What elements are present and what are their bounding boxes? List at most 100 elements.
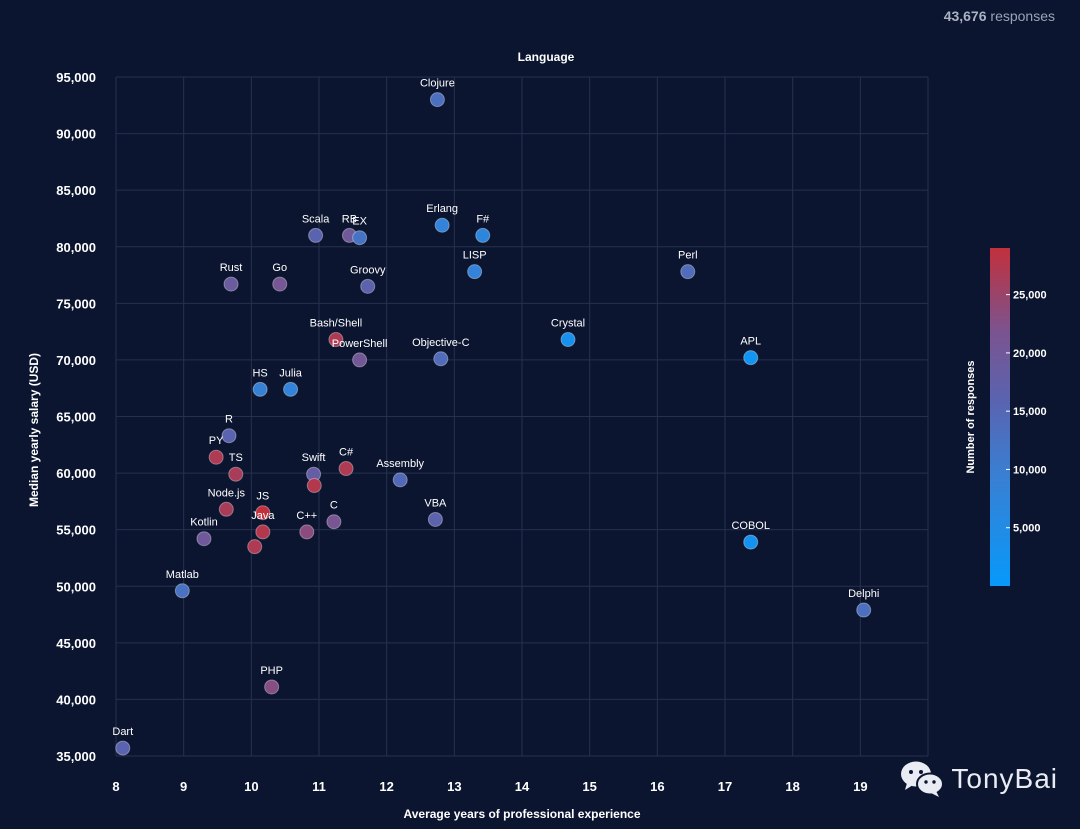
- data-point[interactable]: [115, 740, 131, 756]
- colorbar-tick-label: 15,000: [1013, 406, 1047, 418]
- data-point[interactable]: [328, 332, 344, 348]
- watermark-text: TonyBai: [951, 763, 1058, 794]
- point-label: LISP: [463, 250, 487, 262]
- colorbar-tick-label: 10,000: [1013, 464, 1047, 476]
- data-point[interactable]: [352, 352, 368, 368]
- data-point[interactable]: [475, 227, 491, 243]
- y-tick-label: 35,000: [56, 749, 96, 764]
- data-point[interactable]: [255, 505, 271, 521]
- data-point[interactable]: [360, 278, 376, 294]
- data-point[interactable]: [221, 428, 237, 444]
- x-tick-label: 11: [312, 779, 326, 794]
- data-point[interactable]: [392, 472, 408, 488]
- point-label: Julia: [279, 367, 303, 379]
- data-point[interactable]: [856, 602, 872, 618]
- data-point[interactable]: [247, 539, 263, 555]
- x-tick-label: 10: [244, 779, 258, 794]
- data-point[interactable]: [338, 461, 354, 477]
- y-tick-label: 40,000: [56, 692, 96, 707]
- point-label: Rust: [220, 262, 243, 274]
- y-axis-title: Median yearly salary (USD): [27, 353, 41, 507]
- x-tick-label: 12: [379, 779, 393, 794]
- colorbar-tick-label: 25,000: [1013, 290, 1047, 302]
- data-point[interactable]: [252, 381, 268, 397]
- x-tick-label: 8: [112, 779, 119, 794]
- point-label: COBOL: [731, 520, 770, 532]
- data-point[interactable]: [308, 227, 324, 243]
- data-point[interactable]: [174, 583, 190, 599]
- point-label: PY: [209, 435, 224, 447]
- point-label: EX: [352, 216, 367, 228]
- grid: [115, 76, 929, 757]
- point-label: JS: [256, 491, 269, 503]
- y-tick-label: 75,000: [56, 296, 96, 311]
- data-point[interactable]: [743, 350, 759, 366]
- point-label: Swift: [302, 452, 326, 464]
- data-point[interactable]: [467, 264, 483, 280]
- data-point[interactable]: [228, 466, 244, 482]
- data-point[interactable]: [306, 478, 322, 494]
- data-point[interactable]: [434, 217, 450, 233]
- point-label: Clojure: [420, 78, 455, 90]
- x-tick-label: 15: [582, 779, 596, 794]
- x-tick-label: 14: [515, 779, 530, 794]
- responses-number: 43,676: [943, 8, 987, 24]
- data-point[interactable]: [196, 531, 212, 547]
- data-point[interactable]: [427, 511, 443, 527]
- colorbar-title: Number of responses: [965, 360, 977, 473]
- point-label: Kotlin: [190, 517, 218, 529]
- data-point[interactable]: [326, 514, 342, 530]
- point-label: Crystal: [551, 318, 585, 330]
- point-label: Groovy: [350, 264, 386, 276]
- point-label: Dart: [112, 726, 133, 738]
- watermark: TonyBai: [899, 759, 1058, 799]
- data-point[interactable]: [208, 449, 224, 465]
- data-point[interactable]: [299, 524, 315, 540]
- colorbar-ticks: 5,000 10,000 15,000 20,000 25,000: [1006, 290, 1047, 535]
- colorbar-tick-label: 20,000: [1013, 348, 1047, 360]
- data-point[interactable]: [680, 264, 696, 280]
- data-point[interactable]: [560, 332, 576, 348]
- y-tick-label: 65,000: [56, 410, 96, 425]
- point-label: Java: [251, 510, 275, 522]
- y-tick-label: 80,000: [56, 240, 96, 255]
- point-label: RB: [342, 213, 357, 225]
- data-point[interactable]: [264, 679, 280, 695]
- x-tick-label: 18: [785, 779, 799, 794]
- point-label: F#: [476, 213, 490, 225]
- wechat-icon: [901, 761, 945, 797]
- data-point[interactable]: [223, 276, 239, 292]
- axis-ticks: 8 9 10 11 12 13 14 15 16 17 18 19 35,000 40,000 45,000…: [56, 70, 867, 794]
- responses-word: responses: [990, 8, 1055, 24]
- data-point[interactable]: [433, 351, 449, 367]
- y-tick-label: 50,000: [56, 579, 96, 594]
- data-point[interactable]: [255, 524, 271, 540]
- data-point[interactable]: [283, 381, 299, 397]
- point-label: Assembly: [376, 458, 424, 470]
- point-label: Bash/Shell: [310, 318, 363, 330]
- data-point[interactable]: [218, 501, 234, 517]
- point-label: PowerShell: [332, 338, 388, 350]
- chart-title: Language: [518, 50, 575, 64]
- point-label: C#: [339, 447, 354, 459]
- y-tick-label: 70,000: [56, 353, 96, 368]
- point-label: PHP: [260, 665, 283, 677]
- x-axis-title: Average years of professional experience: [404, 807, 641, 821]
- point-label: VBA: [424, 497, 447, 509]
- data-point[interactable]: [272, 276, 288, 292]
- y-tick-label: 45,000: [56, 636, 96, 651]
- y-tick-label: 95,000: [56, 70, 96, 85]
- x-tick-label: 17: [718, 779, 732, 794]
- data-point[interactable]: [429, 92, 445, 108]
- y-tick-label: 60,000: [56, 466, 96, 481]
- data-point[interactable]: [352, 230, 368, 246]
- point-label: Matlab: [166, 569, 199, 581]
- data-point[interactable]: [743, 534, 759, 550]
- point-label: Erlang: [426, 203, 458, 215]
- point-label: C: [330, 500, 338, 512]
- point-label: Node.js: [208, 487, 246, 499]
- point-label: HS: [252, 367, 267, 379]
- y-tick-label: 55,000: [56, 523, 96, 538]
